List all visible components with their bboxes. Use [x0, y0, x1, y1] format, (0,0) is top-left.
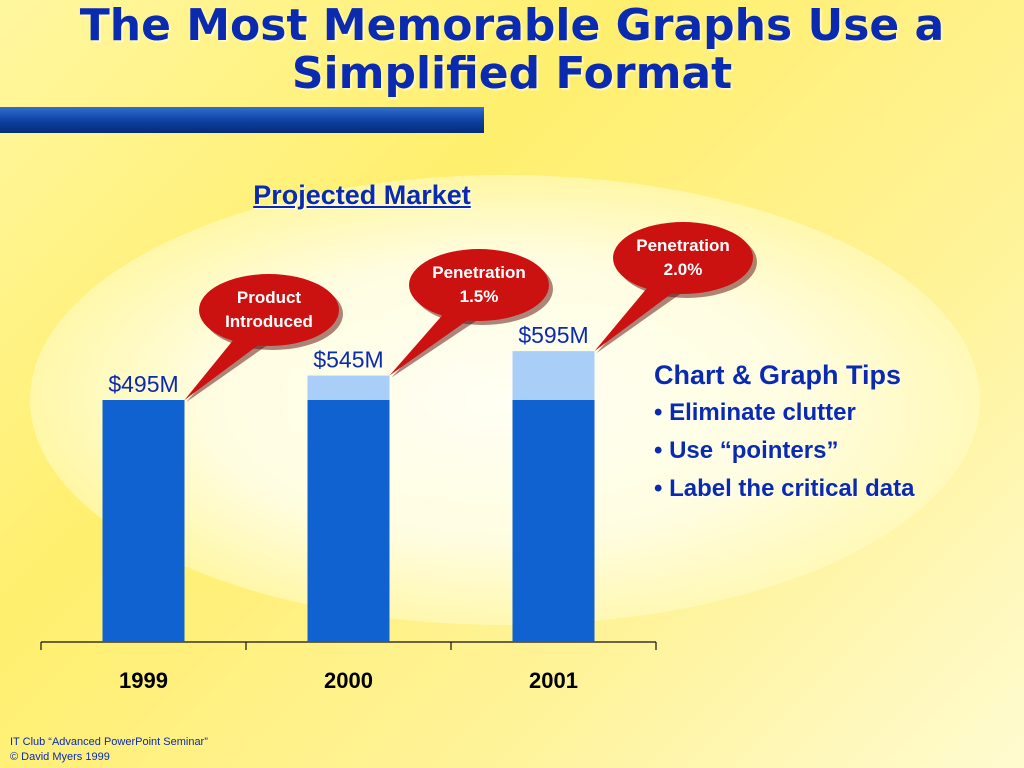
callout-text: Penetration: [636, 236, 730, 255]
chart-title: Projected Market: [253, 180, 471, 210]
bar-base-segment: [102, 400, 185, 642]
callout-text: 1.5%: [460, 287, 499, 306]
tip-item: • Eliminate clutter: [654, 399, 856, 426]
title-accent-bar: [0, 107, 484, 133]
slide-title-line-1: The Most Memorable Graphs Use a: [79, 0, 945, 51]
callout-pointer: [594, 276, 679, 352]
footer-line-2: © David Myers 1999: [10, 751, 110, 763]
callout-text: Penetration: [432, 263, 526, 282]
callout-balloon: [613, 222, 753, 294]
tip-item: • Use “pointers”: [654, 437, 839, 464]
category-label: 2000: [324, 668, 373, 693]
bar-value-label: $595M: [518, 322, 588, 348]
tips-panel: Chart & Graph Tips • Eliminate clutter •…: [654, 356, 915, 508]
tips-heading: Chart & Graph Tips: [654, 360, 902, 390]
slide-title-line-2: Simplified Format: [291, 48, 733, 99]
callout-text: Product: [237, 288, 302, 307]
tip-item: • Label the critical data: [654, 475, 915, 502]
callout-text: 2.0%: [664, 260, 703, 279]
bar-base-segment: [512, 400, 595, 642]
bar-value-label: $495M: [108, 371, 178, 397]
callout-pointer: [184, 328, 265, 400]
category-label: 2001: [529, 668, 578, 693]
callout-balloon: [199, 274, 339, 346]
bar-increase-segment: [512, 351, 595, 400]
footer-line-1: IT Club “Advanced PowerPoint Seminar”: [10, 736, 208, 748]
slide-title: The Most Memorable Graphs Use a Simplifi…: [0, 2, 1024, 98]
bar-value-label: $545M: [313, 347, 383, 373]
callout-balloon: [409, 249, 549, 321]
callout-pointer: [389, 303, 475, 376]
callout-text: Introduced: [225, 312, 313, 331]
bar-base-segment: [307, 400, 390, 642]
category-label: 1999: [119, 668, 168, 693]
bar-increase-segment: [307, 375, 390, 400]
footer: IT Club “Advanced PowerPoint Seminar” © …: [10, 735, 208, 765]
